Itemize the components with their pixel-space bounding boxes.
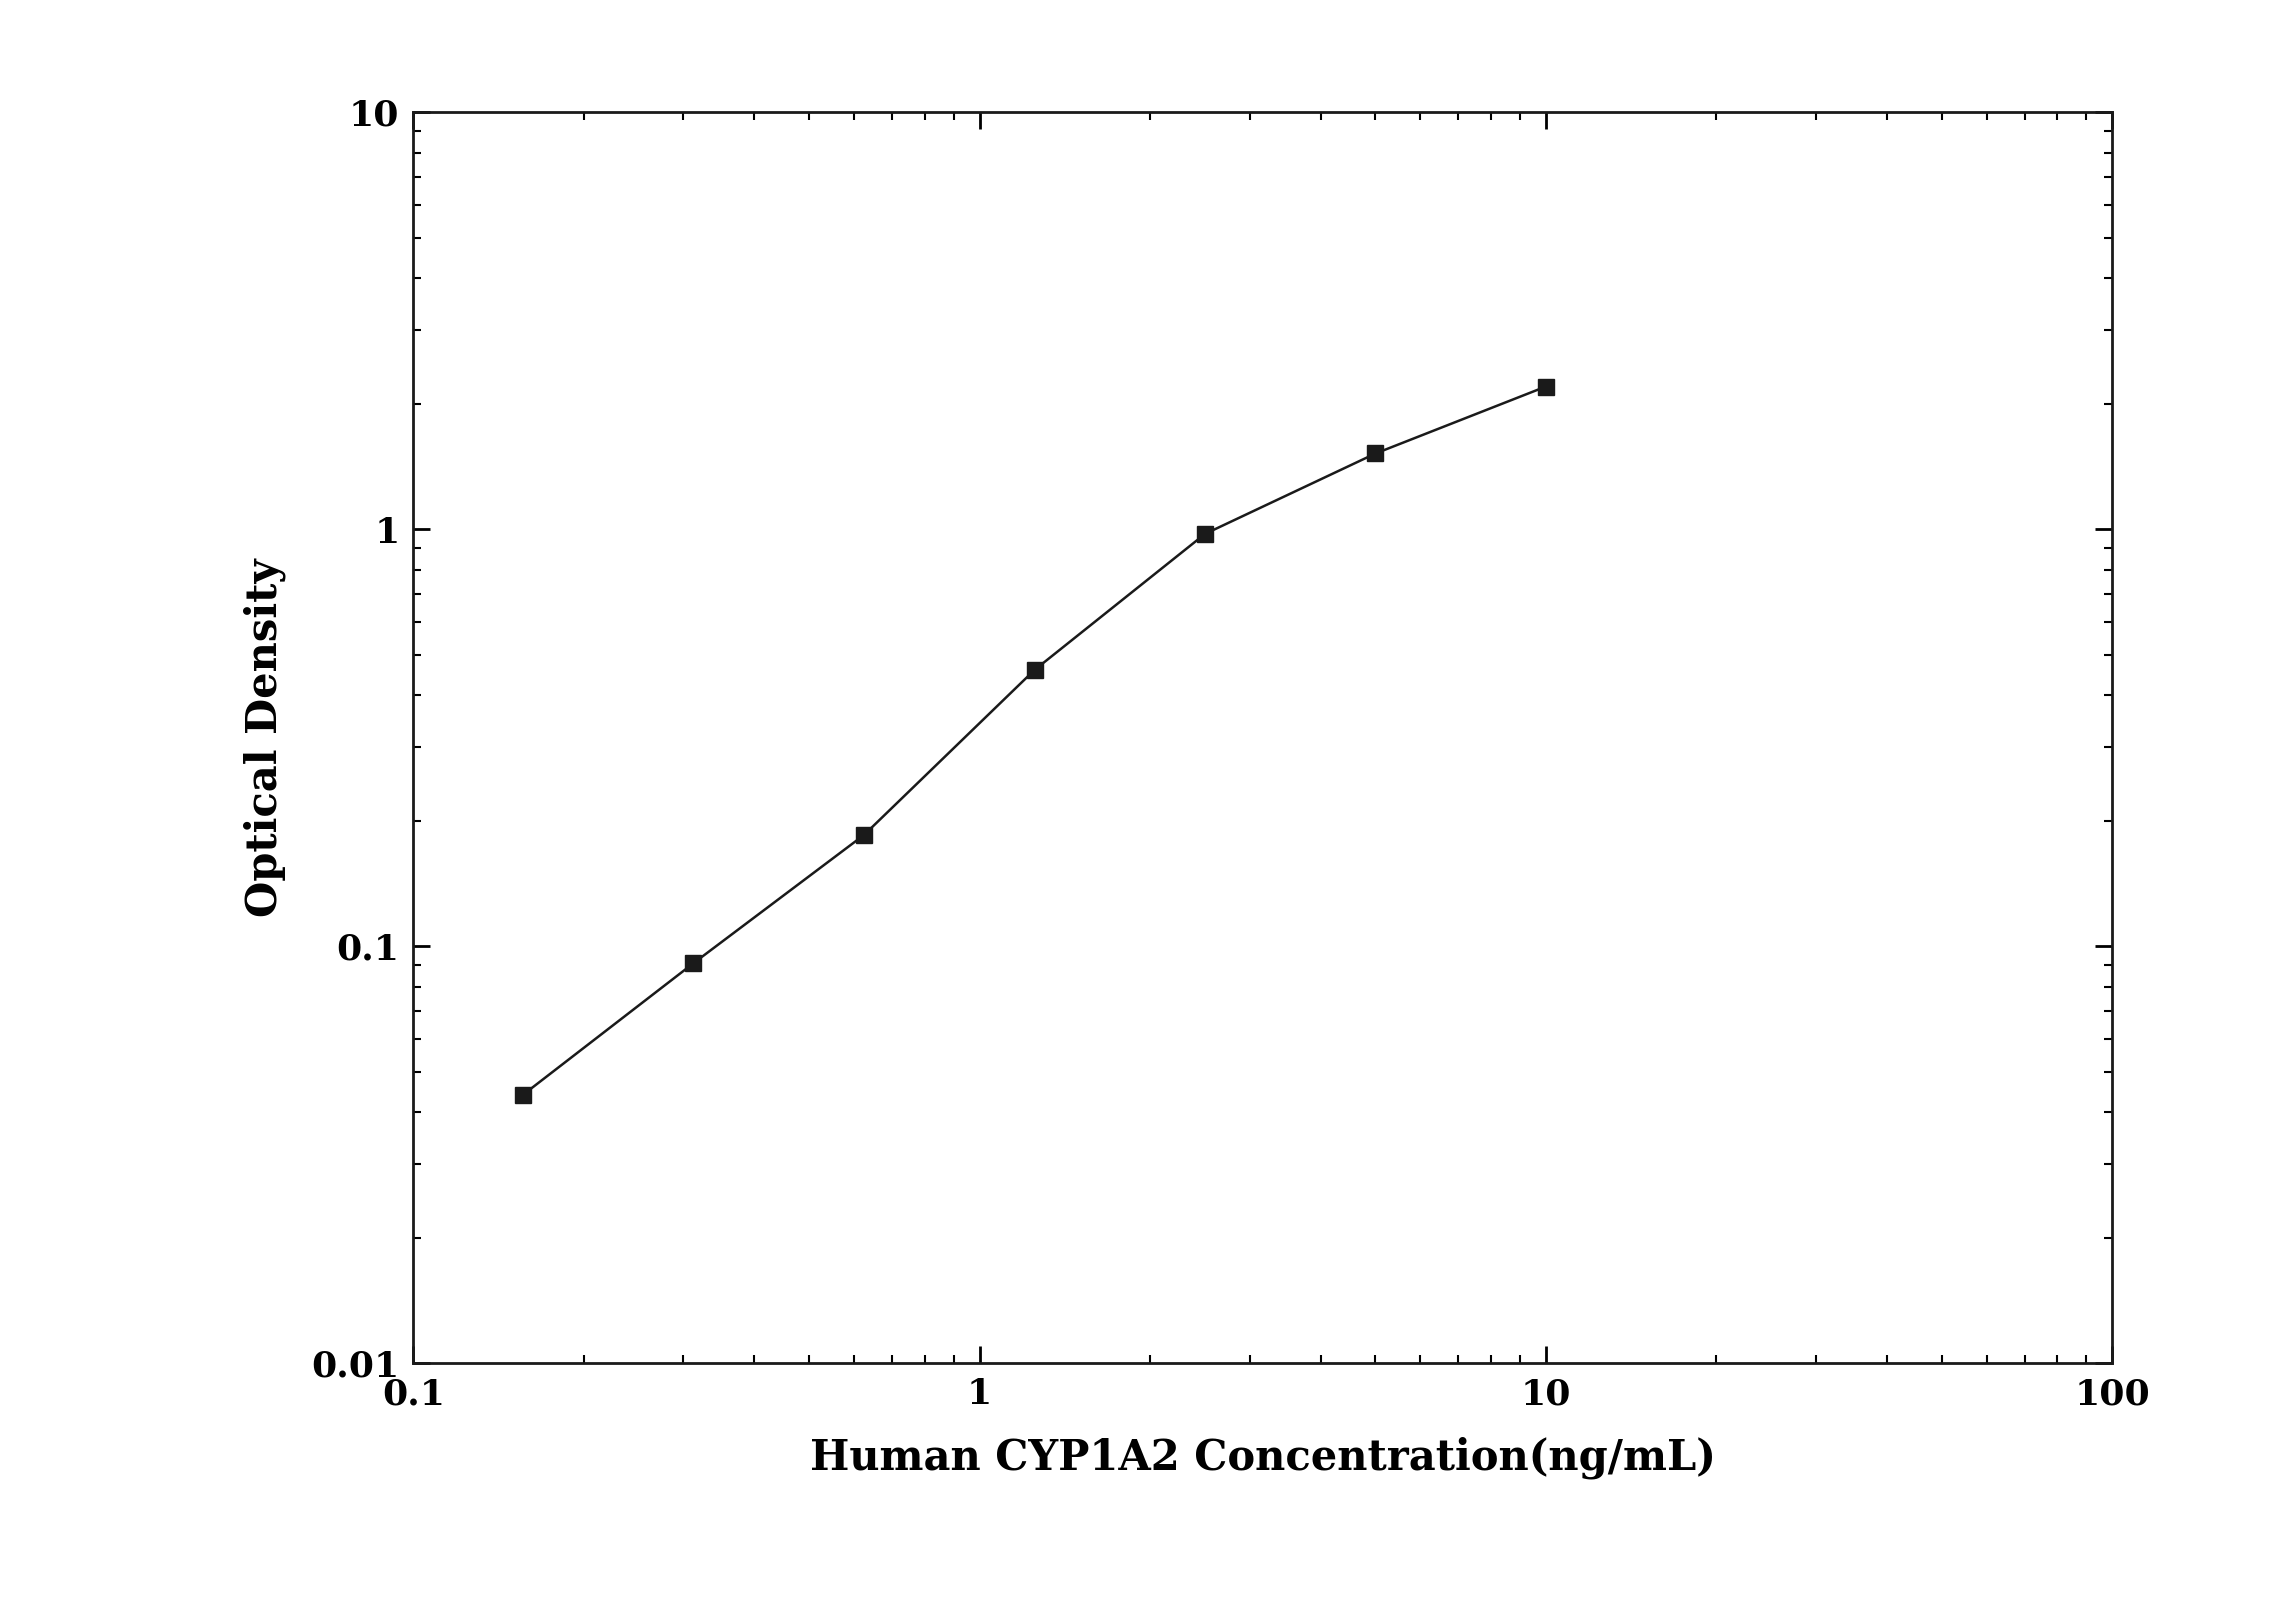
Y-axis label: Optical Density: Optical Density <box>243 558 287 917</box>
X-axis label: Human CYP1A2 Concentration(ng/mL): Human CYP1A2 Concentration(ng/mL) <box>810 1436 1715 1479</box>
